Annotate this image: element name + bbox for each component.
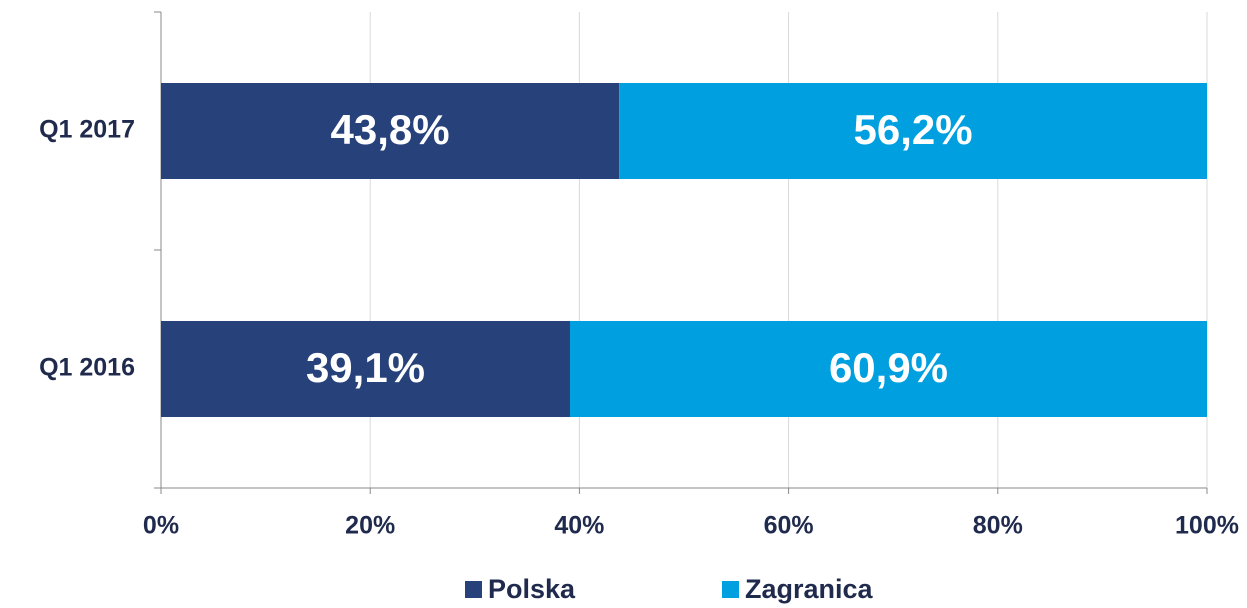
bar: [569, 321, 1207, 417]
x-tick-label: 20%: [345, 512, 395, 540]
bar: [619, 83, 1207, 179]
y-tick-label: Q1 2016: [39, 354, 135, 382]
bar: [161, 83, 620, 179]
x-tick-label: 80%: [973, 512, 1023, 540]
value-label: 60,9%: [829, 344, 948, 391]
legend-label: Zagranica: [745, 574, 874, 604]
x-tick-label: 40%: [554, 512, 604, 540]
legend-swatch: [722, 581, 739, 598]
value-label: 39,1%: [306, 344, 425, 391]
x-tick-label: 100%: [1175, 512, 1239, 540]
y-tick-label: Q1 2017: [39, 116, 135, 144]
legend-label: Polska: [488, 574, 576, 604]
value-label: 56,2%: [854, 106, 973, 153]
value-label: 43,8%: [331, 106, 450, 153]
x-tick-label: 0%: [143, 512, 179, 540]
bar: [161, 321, 570, 417]
x-tick-label: 60%: [764, 512, 814, 540]
legend-swatch: [465, 581, 482, 598]
